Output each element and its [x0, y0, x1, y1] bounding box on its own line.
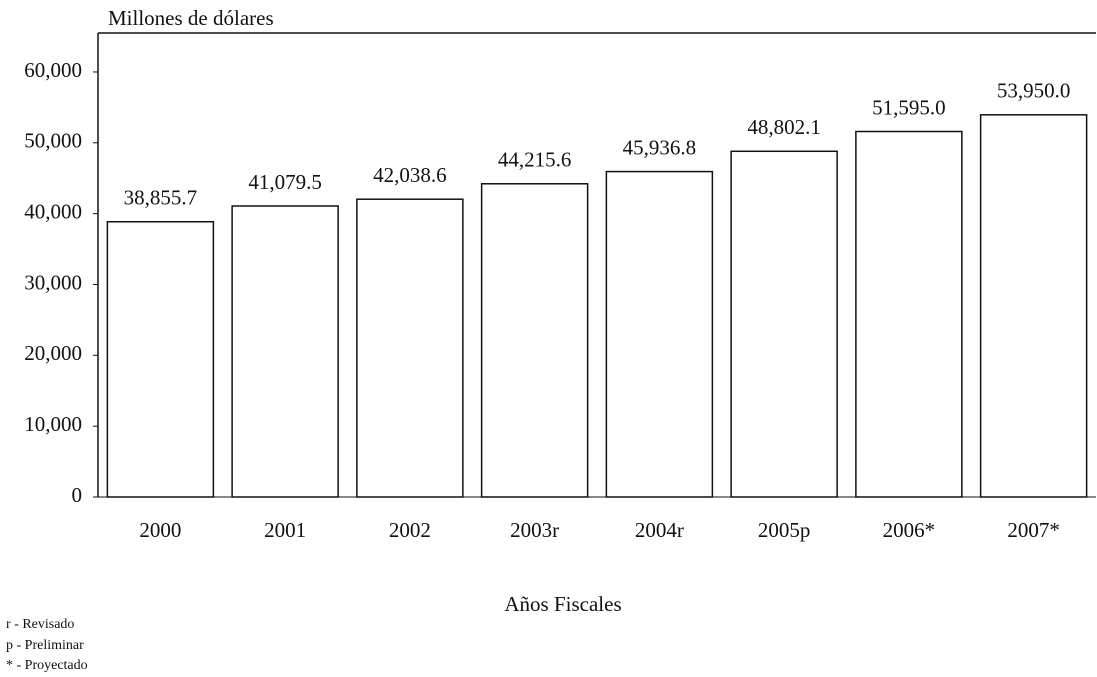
- bar: [979, 114, 1088, 498]
- y-tick-label: 40,000: [24, 199, 82, 223]
- note: * - Proyectado: [6, 658, 88, 673]
- value-label: 53,950.0: [997, 79, 1071, 103]
- y-tick-label: 50,000: [24, 129, 82, 153]
- x-tick-label: 2005p: [758, 518, 811, 542]
- bar: [231, 205, 339, 498]
- x-tick-label: 2007*: [1007, 518, 1060, 542]
- bar: [356, 198, 464, 498]
- x-axis-title: Años Fiscales: [504, 592, 621, 616]
- bar: [855, 130, 963, 498]
- value-label: 51,595.0: [872, 95, 946, 119]
- y-tick-label: 10,000: [24, 412, 82, 436]
- value-label: 44,215.6: [498, 148, 572, 172]
- y-axis-title: Millones de dólares: [108, 6, 274, 30]
- y-tick-label: 60,000: [24, 58, 82, 82]
- bar: [730, 150, 838, 498]
- note: r - Revisado: [6, 617, 74, 632]
- value-label: 48,802.1: [747, 115, 821, 139]
- x-tick-label: 2001: [264, 518, 306, 542]
- x-tick-label: 2004r: [635, 518, 684, 542]
- value-label: 42,038.6: [373, 163, 447, 187]
- bar: [106, 220, 215, 498]
- note: p - Preliminar: [6, 638, 84, 653]
- bar: [605, 170, 714, 498]
- value-label: 41,079.5: [248, 170, 322, 194]
- y-tick-label: 0: [72, 483, 83, 507]
- value-label: 45,936.8: [623, 135, 697, 159]
- x-tick-label: 2003r: [510, 518, 559, 542]
- y-tick-label: 20,000: [24, 341, 82, 365]
- x-tick-label: 2006*: [883, 518, 936, 542]
- x-tick-label: 2000: [139, 518, 181, 542]
- bar: [480, 183, 589, 498]
- y-tick-label: 30,000: [24, 270, 82, 294]
- x-tick-label: 2002: [389, 518, 431, 542]
- value-label: 38,855.7: [124, 186, 198, 210]
